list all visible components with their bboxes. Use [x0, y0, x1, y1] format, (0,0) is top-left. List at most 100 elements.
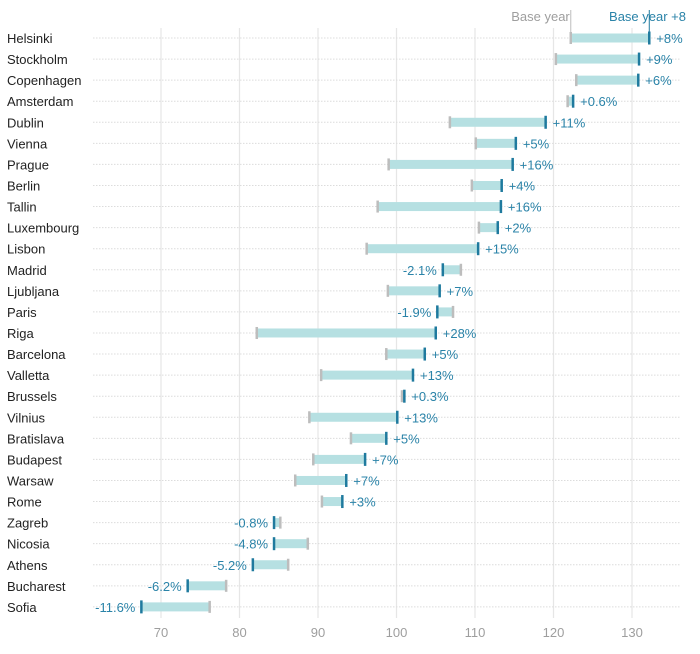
row-athens: Athens -5.2% — [7, 558, 290, 573]
base-year-marker — [566, 95, 569, 108]
row-helsinki: Helsinki +8% — [7, 31, 683, 46]
x-tick-label: 130 — [621, 625, 643, 640]
row-warsaw: Warsaw +7% — [7, 473, 380, 488]
end-year-marker — [544, 115, 547, 129]
row-luxembourg: Luxembourg +2% — [7, 221, 532, 236]
change-bar — [274, 539, 308, 549]
change-label: -5.2% — [213, 558, 247, 573]
end-year-marker — [438, 284, 441, 298]
base-year-marker — [293, 474, 297, 487]
row-bratislava: Bratislava +5% — [7, 431, 420, 446]
change-bar — [377, 202, 501, 212]
x-axis: 70 80 90 100 110 120 130 — [154, 625, 643, 640]
end-year-marker — [345, 473, 348, 487]
change-bar — [321, 370, 413, 380]
row-barcelona: Barcelona +5% — [7, 347, 459, 362]
row-sofia: Sofia -11.6% — [7, 600, 211, 615]
city-label: Riga — [7, 326, 35, 341]
base-year-marker — [400, 390, 404, 403]
city-label: Brussels — [7, 389, 57, 404]
base-year-marker — [474, 137, 478, 150]
change-label: -11.6% — [95, 600, 136, 615]
city-label: Vienna — [7, 136, 48, 151]
end-year-marker — [363, 452, 367, 466]
base-year-marker — [349, 432, 353, 445]
city-label: Prague — [7, 157, 49, 172]
change-label: +16% — [520, 157, 554, 172]
end-year-marker — [496, 221, 500, 235]
rows: Helsinki +8% Stockholm +9% Copenhagen +6% Amst… — [7, 31, 683, 615]
city-label: Vilnius — [7, 410, 46, 425]
end-year-marker — [434, 326, 437, 340]
end-year-marker — [423, 347, 427, 361]
city-label: Rome — [7, 495, 42, 510]
change-label: +2% — [505, 221, 532, 236]
row-madrid: Madrid -2.1% — [7, 263, 463, 278]
change-label: +0.3% — [411, 389, 449, 404]
row-vienna: Vienna +5% — [7, 136, 550, 151]
end-year-marker — [499, 200, 503, 214]
row-amsterdam: Amsterdam +0.6% — [7, 94, 618, 109]
city-label: Ljubljana — [7, 284, 60, 299]
change-bar — [478, 223, 498, 233]
base-year-marker — [365, 242, 368, 255]
city-label: Bucharest — [7, 579, 66, 594]
city-label: Amsterdam — [7, 94, 73, 109]
row-budapest: Budapest +7% — [7, 452, 399, 467]
change-bar — [313, 454, 366, 464]
end-year-marker — [341, 495, 344, 509]
row-riga: Riga +28% — [7, 326, 477, 341]
change-bar — [256, 328, 436, 338]
base-year-marker — [376, 200, 379, 213]
change-label: +7% — [353, 473, 380, 488]
x-tick-label: 110 — [465, 625, 486, 640]
base-year-marker — [451, 305, 455, 318]
end-year-marker — [648, 31, 651, 45]
base-year-marker — [320, 495, 324, 508]
legend-end-year-label: Base year +8 — [609, 9, 686, 24]
change-label: +4% — [509, 178, 536, 193]
end-year-marker — [396, 410, 399, 424]
end-year-marker — [186, 579, 189, 593]
change-bar — [555, 54, 640, 64]
base-year-marker — [470, 179, 474, 192]
city-label: Lisbon — [7, 242, 45, 257]
change-label: +3% — [349, 495, 376, 510]
end-year-marker — [511, 157, 514, 171]
row-bucharest: Bucharest -6.2% — [7, 579, 228, 594]
change-label: +5% — [393, 431, 420, 446]
change-bar — [350, 433, 387, 443]
row-vilnius: Vilnius +13% — [7, 410, 438, 425]
city-label: Athens — [7, 558, 48, 573]
change-label: +11% — [553, 115, 586, 130]
base-year-marker — [208, 600, 211, 613]
row-berlin: Berlin +4% — [7, 178, 536, 193]
base-year-marker — [286, 558, 290, 571]
base-year-marker — [386, 284, 390, 297]
city-label: Dublin — [7, 115, 44, 130]
change-bar — [576, 75, 639, 85]
row-prague: Prague +16% — [7, 157, 554, 172]
change-label: -2.1% — [403, 263, 437, 278]
change-label: +8% — [656, 31, 683, 46]
end-year-marker — [436, 305, 439, 319]
end-year-marker — [272, 537, 276, 551]
end-year-marker — [500, 178, 503, 192]
base-year-marker — [477, 221, 481, 234]
change-bar — [567, 96, 574, 106]
change-label: -6.2% — [148, 579, 182, 594]
base-year-marker — [385, 348, 388, 361]
row-ljubljana: Ljubljana +7% — [7, 284, 473, 299]
change-bar — [449, 117, 546, 127]
city-label: Budapest — [7, 452, 62, 467]
city-label: Zagreb — [7, 516, 48, 531]
change-bar — [570, 33, 650, 43]
city-label: Sofia — [7, 600, 37, 615]
end-year-marker — [571, 94, 575, 108]
change-bar — [321, 497, 343, 507]
x-tick-label: 70 — [154, 625, 168, 640]
end-year-marker — [476, 242, 480, 256]
city-label: Luxembourg — [7, 221, 79, 236]
change-label: +13% — [420, 368, 454, 383]
change-label: +9% — [646, 52, 673, 67]
